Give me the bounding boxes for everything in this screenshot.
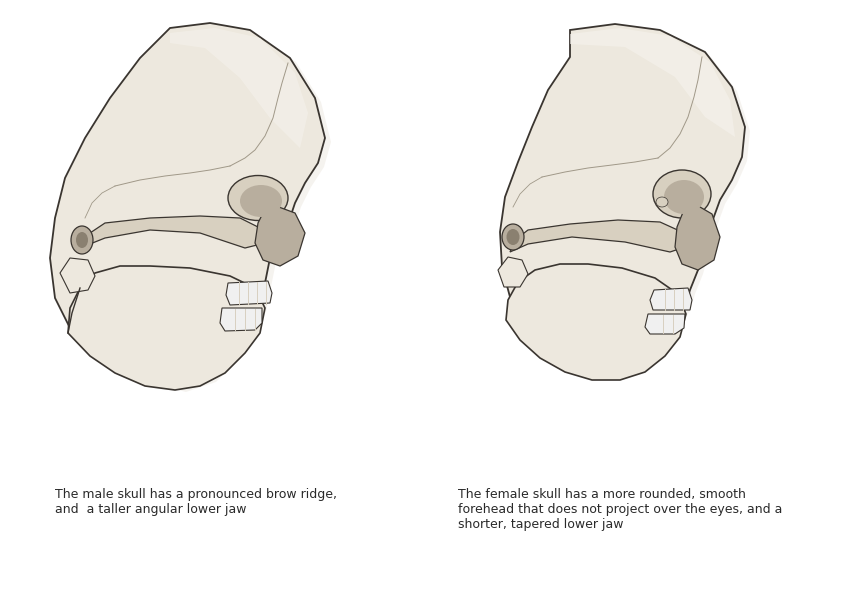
- Polygon shape: [68, 266, 265, 390]
- Polygon shape: [50, 23, 325, 388]
- Polygon shape: [500, 24, 745, 374]
- Text: shorter, tapered lower jaw: shorter, tapered lower jaw: [458, 518, 624, 531]
- Ellipse shape: [507, 229, 519, 245]
- Ellipse shape: [240, 185, 282, 217]
- Ellipse shape: [76, 232, 88, 248]
- Polygon shape: [220, 308, 262, 331]
- Polygon shape: [60, 258, 95, 293]
- Text: The female skull has a more rounded, smooth: The female skull has a more rounded, smo…: [458, 488, 746, 501]
- Polygon shape: [510, 220, 688, 252]
- Polygon shape: [675, 200, 720, 270]
- Polygon shape: [645, 314, 685, 334]
- Ellipse shape: [664, 180, 704, 214]
- Polygon shape: [506, 264, 686, 380]
- Polygon shape: [170, 28, 308, 148]
- Polygon shape: [56, 27, 331, 392]
- Polygon shape: [85, 216, 265, 248]
- Polygon shape: [570, 28, 735, 137]
- Polygon shape: [650, 288, 692, 310]
- Polygon shape: [255, 203, 305, 266]
- Ellipse shape: [656, 197, 668, 207]
- Ellipse shape: [71, 226, 93, 254]
- Text: and  a taller angular lower jaw: and a taller angular lower jaw: [55, 503, 246, 516]
- Polygon shape: [505, 28, 750, 378]
- Polygon shape: [498, 257, 528, 287]
- Polygon shape: [226, 281, 272, 305]
- Ellipse shape: [502, 224, 524, 250]
- Text: forehead that does not project over the eyes, and a: forehead that does not project over the …: [458, 503, 782, 516]
- Text: The male skull has a pronounced brow ridge,: The male skull has a pronounced brow rid…: [55, 488, 337, 501]
- Ellipse shape: [228, 176, 288, 220]
- Ellipse shape: [653, 170, 711, 218]
